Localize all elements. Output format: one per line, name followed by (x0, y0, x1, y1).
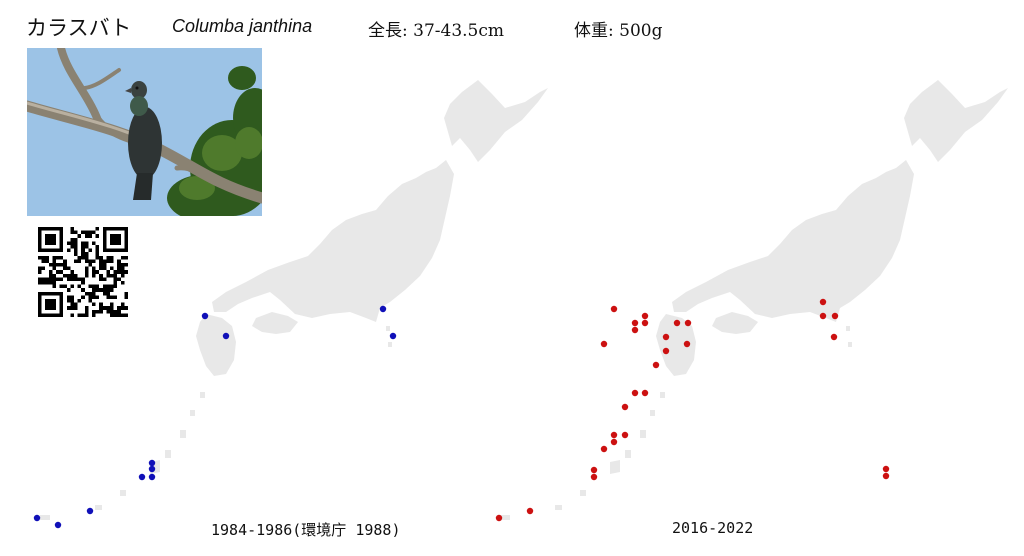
sighting-dot (33, 514, 41, 522)
land-shape (444, 80, 548, 162)
land-shape (180, 430, 186, 438)
land-shape (40, 515, 50, 520)
sighting-dot (631, 326, 639, 334)
land-shape (656, 314, 696, 376)
sighting-dot (641, 389, 649, 397)
sighting-dot (882, 472, 890, 480)
sighting-dot (621, 431, 629, 439)
map-caption-2016-2022: 2016-2022 (672, 519, 754, 537)
sighting-dot (495, 514, 503, 522)
land-shape (212, 160, 454, 322)
land-shape (660, 392, 665, 398)
land-shape (252, 312, 298, 334)
sighting-dot (54, 521, 62, 529)
land-shape (650, 410, 655, 416)
sighting-dot (148, 465, 156, 473)
qr-code[interactable] (38, 227, 128, 317)
sighting-dot (662, 347, 670, 355)
sighting-dot (86, 507, 94, 515)
land-shape (120, 490, 126, 496)
sighting-dot (590, 466, 598, 474)
sighting-dot (652, 361, 660, 369)
japan-landmass (40, 80, 548, 520)
land-shape (388, 342, 392, 347)
sighting-dot (148, 459, 156, 467)
sighting-dot (819, 298, 827, 306)
sighting-dot (610, 305, 618, 313)
land-shape (190, 410, 195, 416)
sighting-dot (831, 312, 839, 320)
sighting-dot (641, 319, 649, 327)
sighting-dot (830, 333, 838, 341)
sighting-dot (819, 312, 827, 320)
land-shape (712, 312, 758, 334)
pigeon-figure (125, 81, 162, 200)
species-name-japanese: カラスバト (26, 16, 132, 40)
bird-photo (27, 48, 262, 216)
distribution-map-2016-2022 (495, 80, 1008, 522)
land-shape (386, 326, 390, 331)
land-shape (848, 342, 852, 347)
land-shape (500, 515, 510, 520)
sighting-dot (641, 312, 649, 320)
land-shape (165, 450, 171, 458)
land-shape (672, 160, 914, 322)
sighting-dot (621, 403, 629, 411)
sighting-dot (389, 332, 397, 340)
species-header: カラスバト Columba janthina 全長: 37-43.5cm 体重:… (0, 0, 1024, 50)
sighting-dot (631, 319, 639, 327)
sighting-dot (600, 445, 608, 453)
sighting-dot (138, 473, 146, 481)
distribution-map-1984-1986 (33, 80, 548, 529)
sighting-dot (526, 507, 534, 515)
land-shape (196, 314, 236, 376)
sighting-dot (222, 332, 230, 340)
land-shape (95, 505, 102, 510)
sighting-dot (684, 319, 692, 327)
sighting-dot (379, 305, 387, 313)
map-caption-1984-1986: 1984-1986(環境庁 1988) (211, 521, 401, 539)
species-name-scientific: Columba janthina (172, 16, 313, 36)
sighting-dot (631, 389, 639, 397)
land-shape (610, 460, 620, 474)
sighting-dot (610, 438, 618, 446)
sighting-dot (683, 340, 691, 348)
land-shape (640, 430, 646, 438)
japan-landmass (500, 80, 1008, 520)
sighting-dot (148, 473, 156, 481)
land-shape (555, 505, 562, 510)
land-shape (580, 490, 586, 496)
sighting-dot (673, 319, 681, 327)
sighting-dot (610, 431, 618, 439)
sighting-points (495, 298, 890, 522)
sighting-dot (662, 333, 670, 341)
sighting-points (33, 305, 397, 529)
sighting-dot (590, 473, 598, 481)
land-shape (625, 450, 631, 458)
land-shape (200, 392, 205, 398)
sighting-dot (600, 340, 608, 348)
land-shape (846, 326, 850, 331)
body-length: 全長: 37-43.5cm (368, 21, 504, 41)
land-shape (904, 80, 1008, 162)
body-weight: 体重: 500g (574, 21, 663, 41)
sighting-dot (882, 465, 890, 473)
sighting-dot (201, 312, 209, 320)
